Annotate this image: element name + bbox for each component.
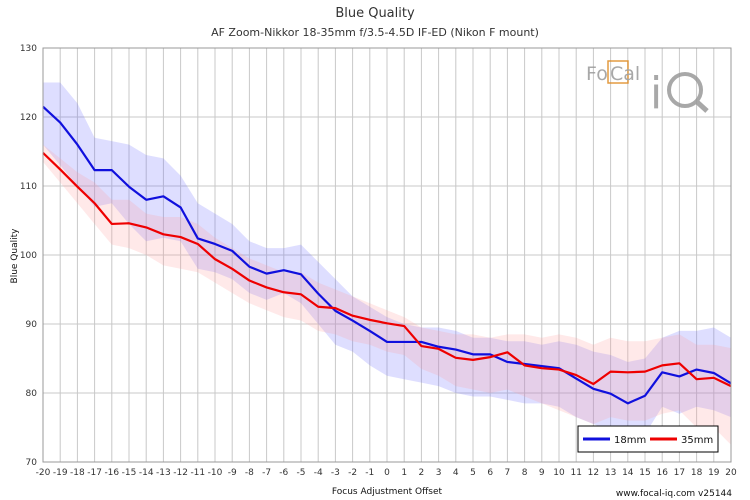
svg-text:Cal: Cal: [610, 63, 640, 85]
footer-text: www.focal-iq.com v25144: [616, 489, 732, 499]
x-tick-label: -3: [331, 468, 340, 478]
x-tick-label: 0: [384, 468, 390, 478]
band-18mm: [43, 82, 731, 442]
focal-iq-logo: Fo Cal i: [586, 60, 709, 119]
y-tick-label: 70: [26, 458, 38, 468]
magnifier-icon: [667, 72, 703, 108]
y-tick-label: 100: [20, 251, 37, 261]
x-tick-label: -11: [190, 468, 205, 478]
x-tick-label: -5: [297, 468, 306, 478]
x-tick-label: -13: [156, 468, 171, 478]
x-tick-label: -2: [348, 468, 357, 478]
y-axis-label: Blue Quality: [10, 228, 20, 284]
y-tick-label: 90: [26, 320, 38, 330]
chart-subtitle: AF Zoom-Nikkor 18-35mm f/3.5-4.5D IF-ED …: [211, 26, 539, 39]
y-tick-label: 80: [26, 389, 38, 399]
axes: [42, 47, 732, 463]
x-tick-label: -20: [36, 468, 51, 478]
x-tick-label: -15: [122, 468, 137, 478]
x-tick-label: -12: [173, 468, 188, 478]
x-tick-label: 12: [588, 468, 599, 478]
x-tick-label: -6: [279, 468, 288, 478]
x-tick-label: -14: [139, 468, 154, 478]
legend: 18mm 35mm: [577, 425, 719, 453]
x-tick-label: 19: [708, 468, 720, 478]
x-tick-label: 3: [436, 468, 442, 478]
x-tick-label: 1: [401, 468, 407, 478]
x-tick-label: 13: [605, 468, 616, 478]
x-tick-label: -4: [314, 468, 323, 478]
x-axis-label: Focus Adjustment Offset: [332, 487, 443, 497]
logo-text: Fo: [586, 63, 608, 85]
x-tick-label: 7: [505, 468, 511, 478]
x-tick-label: -17: [87, 468, 102, 478]
y-tick-label: 120: [20, 113, 37, 123]
x-tick-label: 5: [470, 468, 476, 478]
x-tick-label: -19: [53, 468, 68, 478]
x-tick-labels: -20 -19 -18 -17 -16 -15 -14 -13 -12 -11 -10 -9 -8 -7-…: [36, 468, 737, 478]
x-tick-label: -10: [208, 468, 223, 478]
x-tick-label: -16: [104, 468, 119, 478]
plot-frame: [42, 47, 732, 463]
x-tick-label: -7: [262, 468, 271, 478]
x-tick-label: 6: [487, 468, 493, 478]
y-tick-label: 110: [20, 182, 37, 192]
x-tick-label: 15: [639, 468, 650, 478]
x-tick-label: 4: [453, 468, 459, 478]
series-line-18mm: [42, 105, 732, 405]
x-tick-label: -1: [365, 468, 374, 478]
y-tick-label: 130: [20, 44, 37, 54]
legend-label-18mm: 18mm: [614, 435, 646, 446]
x-tick-label: 2: [419, 468, 425, 478]
legend-label-35mm: 35mm: [681, 435, 713, 446]
logo-box: [607, 60, 629, 84]
x-tick-label: -8: [245, 468, 254, 478]
svg-text:i: i: [650, 68, 662, 119]
series-lines: [42, 105, 732, 405]
x-tick-label: 9: [539, 468, 545, 478]
x-tick-label: -9: [228, 468, 237, 478]
y-tick-labels: 70 80 90 100 110 120 130: [20, 44, 37, 468]
x-tick-label: -18: [70, 468, 85, 478]
x-tick-label: 11: [570, 468, 581, 478]
x-tick-label: 10: [553, 468, 565, 478]
x-tick-label: 16: [656, 468, 668, 478]
x-tick-label: 17: [674, 468, 685, 478]
chart-title: Blue Quality: [335, 6, 415, 21]
x-tick-label: 8: [522, 468, 528, 478]
x-tick-label: 20: [725, 468, 737, 478]
x-tick-label: 14: [622, 468, 634, 478]
series-line-35mm: [42, 152, 732, 388]
x-tick-label: 18: [691, 468, 703, 478]
